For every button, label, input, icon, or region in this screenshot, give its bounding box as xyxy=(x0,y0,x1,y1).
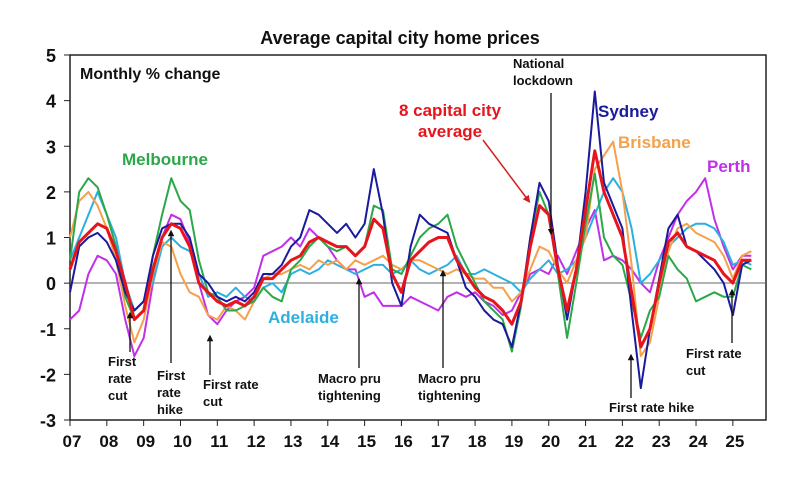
x-tick-label: 25 xyxy=(725,432,744,451)
series-line-sydney xyxy=(69,90,752,390)
svg-text:National: National xyxy=(513,56,564,71)
y-tick-label: 5 xyxy=(46,46,56,66)
annotation-first-rate-cut-2008: First rate cut xyxy=(108,311,137,403)
svg-text:First rate hike: First rate hike xyxy=(609,400,694,415)
y-tick-label: 1 xyxy=(46,229,56,249)
x-tick-label: 10 xyxy=(173,432,192,451)
y-tick-label: 0 xyxy=(46,274,56,294)
x-tick-label: 19 xyxy=(504,432,523,451)
svg-text:rate: rate xyxy=(108,371,132,386)
average-pointer-arrow xyxy=(482,139,531,203)
y-axis-label: Monthly % change xyxy=(80,66,221,83)
annotation-macro-pru-2017: Macro pru tightening xyxy=(418,269,481,403)
y-tick-label: 4 xyxy=(46,92,56,112)
x-tick-label: 20 xyxy=(541,432,560,451)
x-tick-label: 07 xyxy=(63,432,82,451)
label-perth: Perth xyxy=(707,157,750,176)
label-average-1: 8 capital city xyxy=(399,101,502,120)
svg-text:First rate: First rate xyxy=(203,377,259,392)
x-tick-label: 16 xyxy=(394,432,413,451)
svg-text:First rate: First rate xyxy=(686,346,742,361)
series-line-8-capital-city-average xyxy=(68,149,752,349)
svg-text:tightening: tightening xyxy=(318,388,381,403)
y-axis: 5 4 3 2 1 0 -1 -2 -3 xyxy=(40,46,70,431)
x-tick-label: 11 xyxy=(210,432,228,451)
annotation-first-rate-cut-2010: First rate cut xyxy=(203,334,259,409)
x-tick-label: 18 xyxy=(468,432,487,451)
label-sydney: Sydney xyxy=(598,102,659,121)
svg-text:First: First xyxy=(108,354,137,369)
chart-title: Average capital city home prices xyxy=(260,28,539,48)
y-tick-label: 3 xyxy=(46,137,56,157)
svg-text:rate: rate xyxy=(157,385,181,400)
svg-text:cut: cut xyxy=(108,388,128,403)
svg-text:tightening: tightening xyxy=(418,388,481,403)
svg-text:Macro pru: Macro pru xyxy=(418,371,481,386)
svg-text:hike: hike xyxy=(157,402,183,417)
label-average-2: average xyxy=(418,122,482,141)
annotation-national-lockdown: National lockdown xyxy=(513,56,573,236)
x-tick-label: 24 xyxy=(689,432,708,451)
x-tick-label: 08 xyxy=(99,432,118,451)
annotation-first-rate-hike-2022: First rate hike xyxy=(609,353,694,415)
x-tick-label: 23 xyxy=(652,432,671,451)
x-tick-label: 13 xyxy=(283,432,302,451)
x-tick-label: 22 xyxy=(615,432,634,451)
x-tick-label: 15 xyxy=(357,432,376,451)
label-brisbane: Brisbane xyxy=(618,133,691,152)
annotation-macro-pru-2014: Macro pru tightening xyxy=(318,277,381,403)
svg-text:First: First xyxy=(157,368,186,383)
svg-text:Macro pru: Macro pru xyxy=(318,371,381,386)
y-tick-label: 2 xyxy=(46,183,56,203)
y-tick-label: -2 xyxy=(40,365,56,385)
x-tick-label: 21 xyxy=(578,432,597,451)
label-adelaide: Adelaide xyxy=(268,308,339,327)
x-tick-label: 17 xyxy=(431,432,450,451)
x-tick-label: 14 xyxy=(320,432,339,451)
label-melbourne: Melbourne xyxy=(122,150,208,169)
svg-text:cut: cut xyxy=(203,394,223,409)
series-lines xyxy=(68,90,752,390)
svg-text:cut: cut xyxy=(686,363,706,378)
x-tick-label: 09 xyxy=(136,432,155,451)
annotation-first-rate-hike-2009: First rate hike xyxy=(157,229,186,417)
y-tick-label: -3 xyxy=(40,411,56,431)
svg-text:lockdown: lockdown xyxy=(513,73,573,88)
x-axis: 07 08 09 10 11 12 13 14 15 16 17 18 19 20 21 22 23 24 25 xyxy=(63,420,744,451)
y-tick-label: -1 xyxy=(40,320,56,340)
annotation-first-rate-cut-2025: First rate cut xyxy=(686,288,742,378)
x-tick-label: 12 xyxy=(247,432,266,451)
